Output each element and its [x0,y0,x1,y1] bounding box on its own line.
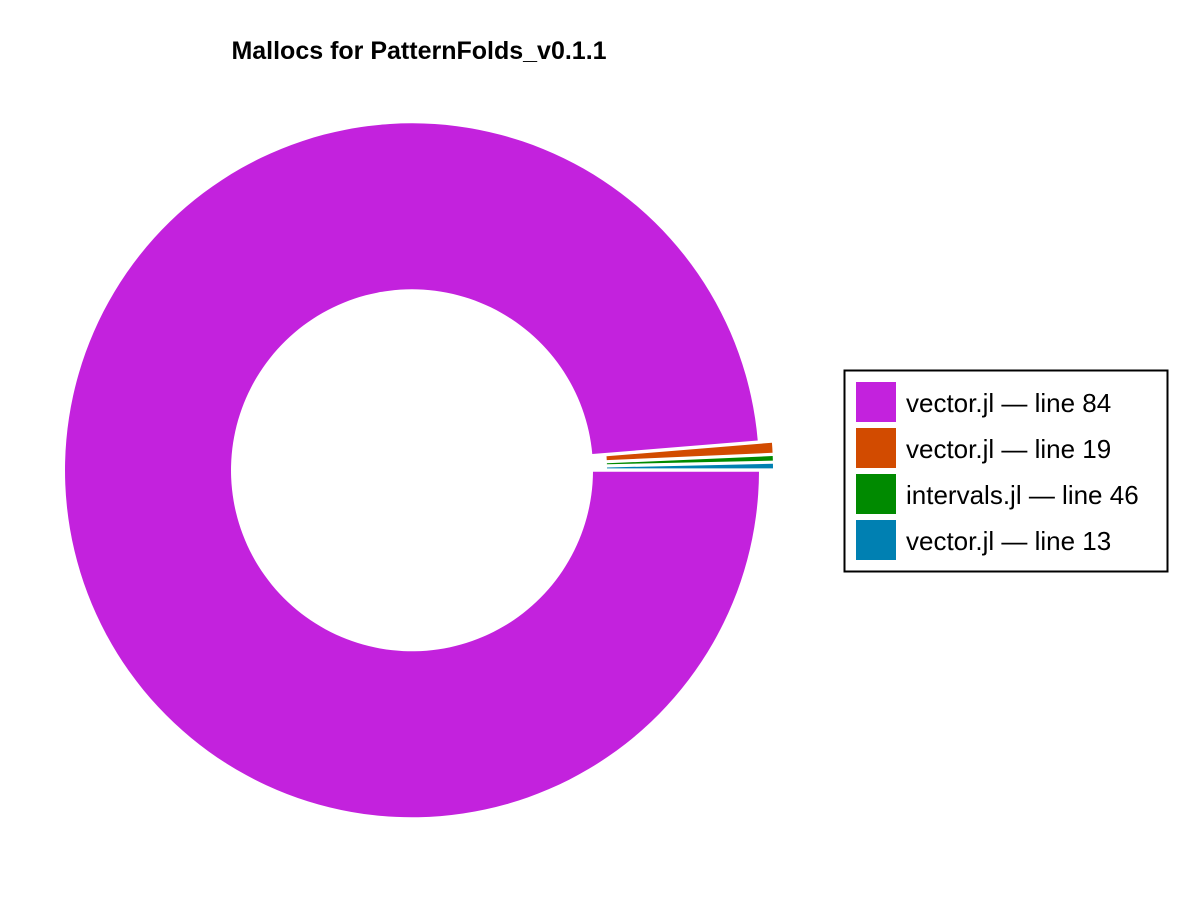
legend-label-4: vector.jl — line 13 [906,526,1111,556]
donut-slices [65,123,773,818]
legend-swatch-4 [856,520,896,560]
donut-slice-2 [606,442,773,461]
legend-label-1: vector.jl — line 84 [906,388,1111,418]
chart-title: Mallocs for PatternFolds_v0.1.1 [231,37,606,65]
legend-swatch-2 [856,428,896,468]
donut-slice-3 [606,456,773,465]
donut-slice-4 [606,463,773,469]
legend-frame [843,369,1169,573]
legend: vector.jl — line 84 vector.jl — line 19 in… [843,369,1169,573]
legend-swatch-3 [856,474,896,514]
legend-label-2: vector.jl — line 19 [906,434,1111,464]
donut-slice-1 [65,123,760,818]
legend-swatch-1 [856,382,896,422]
legend-label-3: intervals.jl — line 46 [906,480,1139,510]
